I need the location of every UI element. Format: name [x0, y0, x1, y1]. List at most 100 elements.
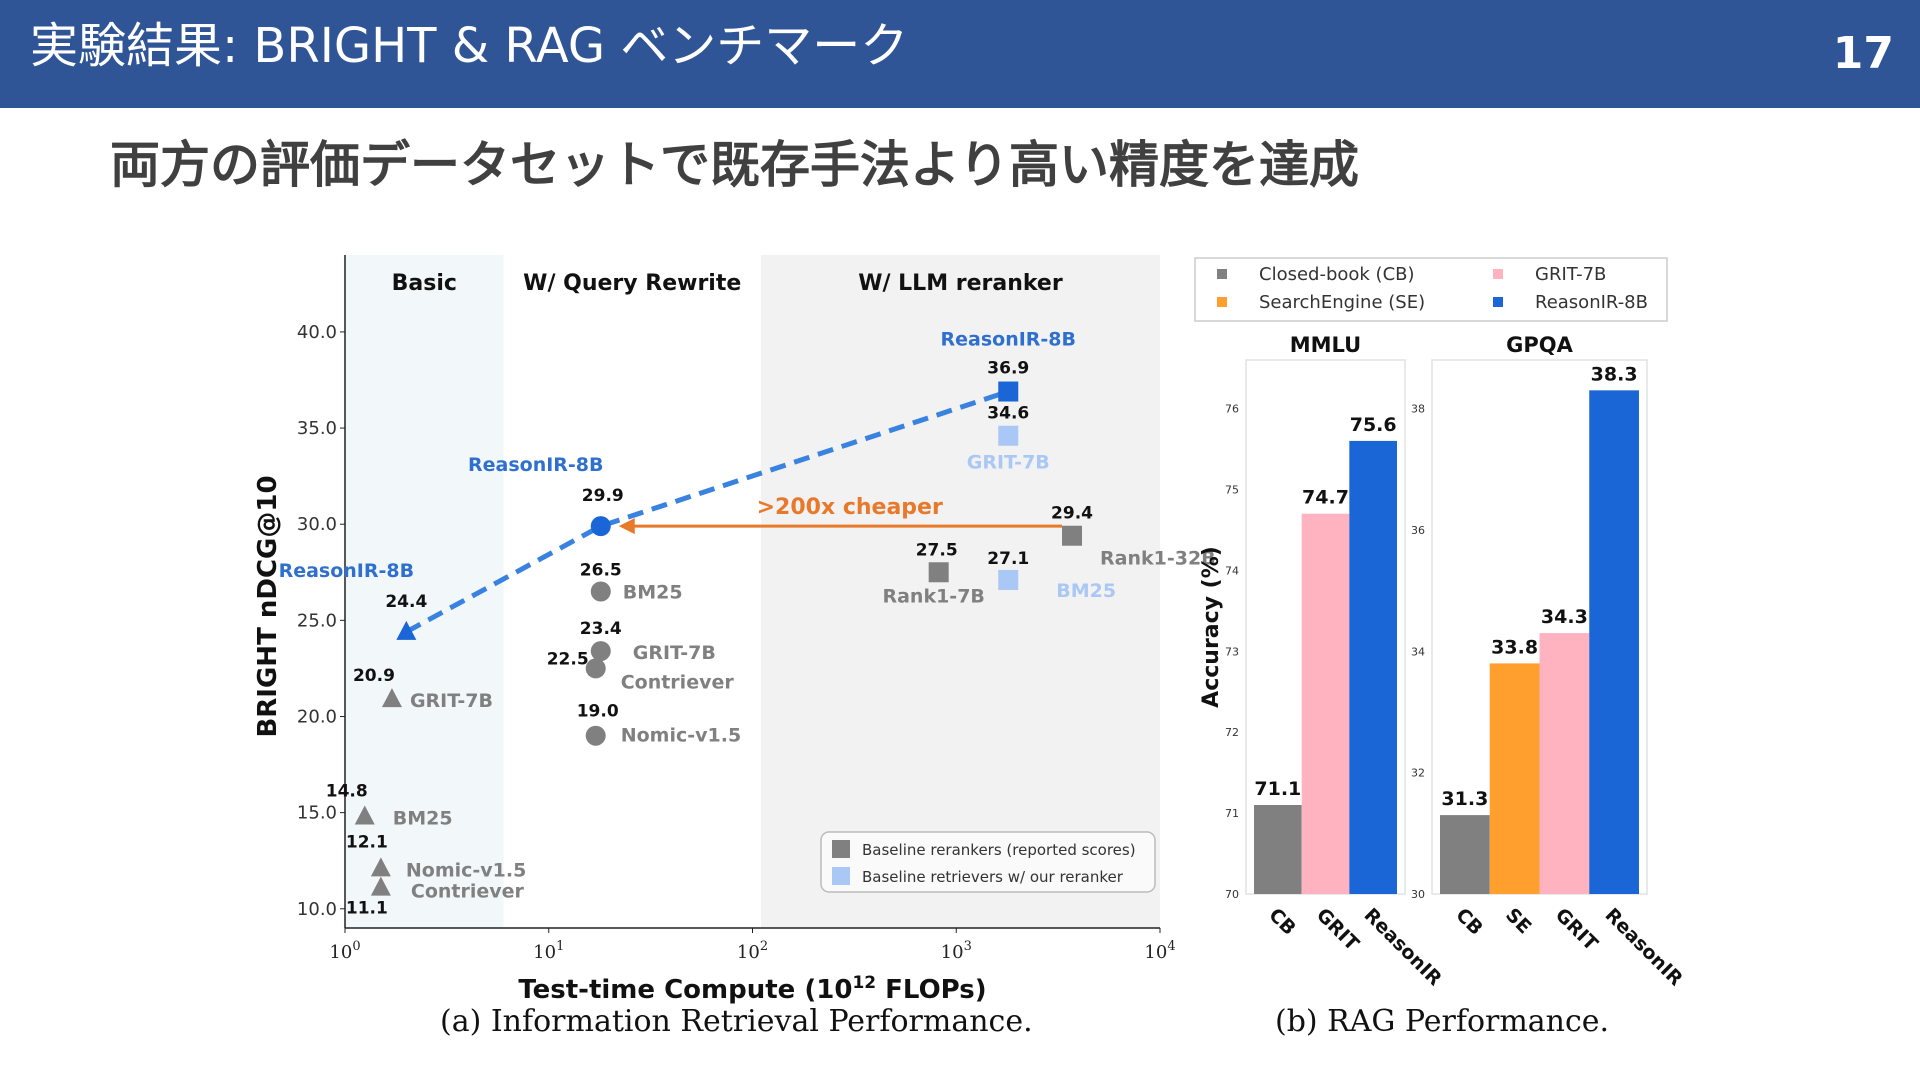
bar-y-tick-mmlu: 72	[1225, 726, 1239, 739]
name-label-w-query-rewrite-grit-7b: GRIT-7B	[633, 642, 716, 664]
region-label-w-query-rewrite: W/ Query Rewrite	[523, 271, 741, 296]
x-tick-label-a: 103	[941, 939, 972, 963]
region-label-w-llm-reranker: W/ LLM reranker	[858, 271, 1063, 296]
point-w-query-rewrite-bm25	[590, 581, 611, 602]
value-label-w-llm-reranker-rank1-7b: 27.5	[916, 540, 958, 560]
point-w-query-rewrite-contriever	[585, 658, 606, 679]
bar-gpqa-cb	[1440, 815, 1490, 894]
bar-value-gpqa-reasonir: 38.3	[1591, 363, 1638, 385]
bar-value-gpqa-se: 33.8	[1491, 636, 1538, 658]
value-label-w-query-rewrite-contriever: 22.5	[547, 649, 589, 669]
x-axis-label-a: Test-time Compute (1012 FLOPs)	[518, 973, 986, 1005]
point-w-llm-reranker-rank1-7b	[928, 562, 949, 583]
y-tick-label-a: 10.0	[297, 899, 337, 920]
value-label-basic-reasonir-8b: 24.4	[385, 592, 427, 612]
x-tick-label-a: 101	[533, 939, 564, 963]
name-label-w-llm-reranker-bm25: BM25	[1056, 580, 1116, 602]
value-label-basic-bm25: 14.8	[326, 781, 368, 801]
bar-y-tick-mmlu: 76	[1225, 403, 1239, 416]
name-label-w-query-rewrite-nomic-v1-5: Nomic-v1.5	[621, 725, 741, 747]
name-label-w-llm-reranker-rank1-7b: Rank1-7B	[882, 585, 984, 607]
bar-y-tick-gpqa: 38	[1411, 403, 1425, 416]
name-label-basic-reasonir-8b: ReasonIR-8B	[279, 560, 415, 582]
x-tick-label-a: 102	[737, 939, 768, 963]
point-basic-reasonir-8b	[396, 620, 417, 640]
y-tick-label-a: 35.0	[297, 418, 337, 439]
y-tick-label-a: 25.0	[297, 610, 337, 631]
name-label-w-llm-reranker-rank1-32b: Rank1-32B	[1100, 548, 1216, 570]
point-w-query-rewrite-grit-7b	[590, 641, 611, 662]
slide-header: 実験結果: BRIGHT & RAG ベンチマーク 17	[0, 0, 1920, 108]
value-label-w-query-rewrite-grit-7b: 23.4	[580, 619, 622, 639]
point-basic-bm25	[354, 805, 375, 825]
value-label-basic-nomic-v1-5: 12.1	[346, 832, 388, 852]
value-label-w-query-rewrite-reasonir-8b: 29.9	[582, 486, 624, 506]
bar-gpqa-se	[1489, 663, 1540, 894]
legend-b-swatch	[1493, 269, 1503, 279]
legend-a-swatch	[832, 867, 850, 885]
page-number: 17	[1832, 28, 1894, 79]
value-label-w-query-rewrite-nomic-v1-5: 19.0	[577, 702, 619, 722]
legend-b-box	[1194, 257, 1668, 322]
bar-y-tick-gpqa: 36	[1411, 524, 1425, 537]
value-label-w-llm-reranker-grit-7b: 34.6	[987, 404, 1029, 424]
bar-category-mmlu-reasonir: ReasonIR	[1360, 904, 1446, 990]
y-axis-label-b: Accuracy (%)	[1199, 546, 1224, 708]
value-label-w-llm-reranker-reasonir-8b: 36.9	[987, 359, 1029, 379]
point-w-query-rewrite-reasonir-8b	[590, 516, 611, 537]
point-w-llm-reranker-reasonir-8b	[998, 381, 1019, 402]
cheaper-arrow-head	[618, 518, 635, 535]
name-label-basic-contriever: Contriever	[411, 881, 525, 903]
bar-gpqa-grit	[1539, 633, 1590, 894]
bar-y-tick-mmlu: 75	[1225, 483, 1239, 496]
y-axis-label-a: BRIGHT nDCG@10	[253, 475, 283, 737]
legend-b-label: Closed-book (CB)	[1259, 264, 1415, 285]
point-w-llm-reranker-grit-7b	[998, 425, 1019, 446]
value-label-basic-contriever: 11.1	[346, 899, 388, 919]
region-w-llm-reranker	[760, 255, 1160, 928]
legend-a-label: Baseline retrievers w/ our reranker	[862, 868, 1124, 886]
bar-mmlu-cb	[1254, 805, 1302, 894]
bar-value-mmlu-cb: 71.1	[1254, 778, 1301, 800]
name-label-basic-bm25: BM25	[393, 807, 453, 829]
bar-category-mmlu-cb: CB	[1264, 904, 1300, 940]
bar-value-mmlu-reasonir: 75.6	[1350, 414, 1397, 436]
legend-b-swatch	[1217, 297, 1227, 307]
bar-category-gpqa-cb: CB	[1451, 904, 1487, 940]
legend-a-swatch	[832, 840, 850, 858]
legend-b-swatch	[1217, 269, 1227, 279]
name-label-basic-grit-7b: GRIT-7B	[410, 690, 493, 712]
name-label-w-llm-reranker-reasonir-8b: ReasonIR-8B	[941, 329, 1077, 351]
point-w-llm-reranker-bm25	[998, 569, 1019, 590]
bar-gpqa-reasonir	[1589, 390, 1639, 894]
region-label-basic: Basic	[392, 271, 457, 296]
region-w-query-rewrite	[503, 255, 761, 928]
x-tick-label-a: 104	[1144, 939, 1175, 963]
slide-subtitle: 両方の評価データセットで既存手法より高い精度を達成	[110, 136, 1359, 194]
legend-b-label: GRIT-7B	[1535, 264, 1606, 285]
bar-y-tick-gpqa: 34	[1411, 645, 1425, 658]
legend-b-label: ReasonIR-8B	[1535, 292, 1648, 313]
legend-a-box	[820, 831, 1156, 893]
name-label-w-query-rewrite-reasonir-8b: ReasonIR-8B	[468, 454, 604, 476]
name-label-w-query-rewrite-bm25: BM25	[623, 582, 683, 604]
bar-category-mmlu-grit: GRIT	[1312, 904, 1363, 955]
bar-value-gpqa-grit: 34.3	[1541, 606, 1588, 628]
legend-b-swatch	[1493, 297, 1503, 307]
bar-y-tick-mmlu: 73	[1225, 645, 1239, 658]
name-label-w-query-rewrite-contriever: Contriever	[621, 671, 735, 693]
y-tick-label-a: 30.0	[297, 514, 337, 535]
bar-y-tick-mmlu: 70	[1225, 888, 1239, 901]
bar-value-mmlu-grit: 74.7	[1302, 487, 1349, 509]
bar-value-gpqa-cb: 31.3	[1441, 788, 1488, 810]
y-tick-label-a: 40.0	[297, 322, 337, 343]
bar-y-tick-gpqa: 32	[1411, 767, 1425, 780]
bar-y-tick-mmlu: 74	[1225, 564, 1239, 577]
legend-b-label: SearchEngine (SE)	[1259, 292, 1425, 313]
bar-title-gpqa: GPQA	[1506, 333, 1573, 357]
y-tick-label-a: 15.0	[297, 803, 337, 824]
bar-y-tick-gpqa: 30	[1411, 888, 1425, 901]
bar-y-tick-mmlu: 71	[1225, 807, 1239, 820]
x-tick-label-a: 100	[329, 939, 360, 963]
